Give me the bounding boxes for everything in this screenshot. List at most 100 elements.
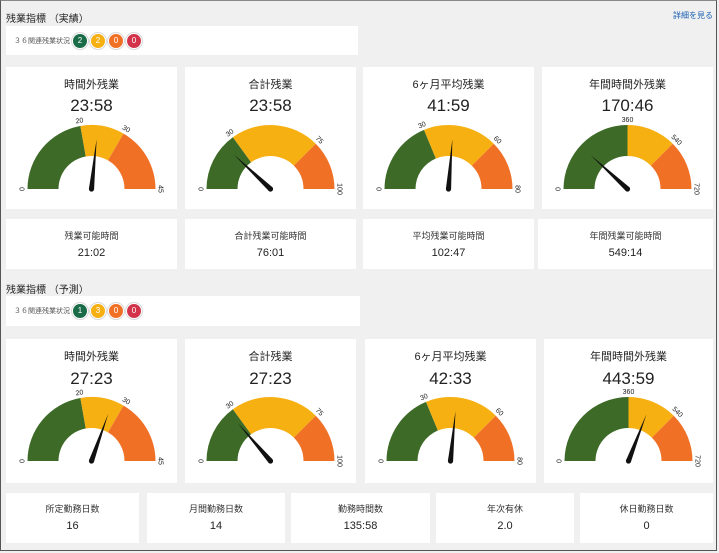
gauge-title: 時間外残業	[64, 79, 119, 91]
gauge-band-green	[564, 397, 629, 461]
stat-card: 合計残業可能時間 76:01	[185, 219, 356, 269]
gauge-needle	[590, 155, 630, 191]
stat-value: 21:02	[77, 247, 106, 259]
status-label: ３６関連残業状況	[14, 308, 70, 315]
stat-card: 月間勤務日数 14	[147, 493, 285, 543]
gauge-band-orange	[650, 143, 692, 189]
section-title-forecast: 残業指標 （予測）	[6, 285, 89, 296]
gauge-value: 23:58	[70, 96, 113, 115]
gauge-card: 年間時間外残業 170:46 0 360 540 720	[542, 67, 713, 209]
gauge-band-green	[27, 397, 86, 461]
gauge-tick-label: 80	[516, 457, 523, 465]
status-badge-yellow: 2	[90, 33, 106, 49]
status-badge-orange: 0	[108, 33, 124, 49]
gauge-chart: 0 30 75 100	[198, 397, 343, 467]
gauge-card: 合計残業 23:58 0 30 75 100	[185, 67, 356, 209]
gauge-needle-hub	[447, 458, 454, 464]
gauge-band-yellow	[628, 397, 674, 438]
gauge-tick-label: 45	[157, 185, 164, 193]
stat-value: 16	[66, 520, 79, 532]
stat-card: 平均残業可能時間 102:47	[363, 219, 534, 269]
gauge-tick-label: 0	[19, 459, 26, 463]
gauge-band-orange	[293, 415, 335, 461]
gauge-band-yellow	[80, 125, 124, 161]
gauge-value: 443:59	[602, 369, 655, 388]
gauge-tick-label: 80	[514, 185, 521, 193]
gauge-card: 時間外残業 23:58 0 20 30 45	[6, 67, 177, 209]
gauge-tick-label: 30	[417, 121, 427, 130]
status-badge-orange: 0	[108, 303, 124, 319]
gauge-tick-label: 0	[198, 459, 205, 463]
gauge-tick-label: 20	[75, 117, 84, 125]
gauge-tick-label: 60	[494, 407, 505, 418]
stat-label: 年間残業可能時間	[589, 231, 662, 241]
gauge-title: 年間時間外残業	[590, 351, 667, 363]
stat-card: 残業可能時間 21:02	[6, 219, 177, 269]
gauge-needle-hub	[267, 186, 274, 192]
gauge-needle	[89, 413, 109, 462]
gauge-needle	[88, 139, 97, 190]
status-label: ３６関連残業状況	[14, 38, 70, 45]
gauge-tick-label: 720	[694, 455, 701, 467]
gauge-tick-label: 30	[225, 400, 236, 410]
gauge-tick-label: 30	[121, 125, 131, 135]
stat-value: 549:14	[608, 247, 643, 259]
details-link[interactable]: 詳細を見る	[673, 11, 713, 20]
stat-label: 勤務時間数	[337, 504, 383, 514]
gauge-title: 合計残業	[248, 351, 293, 363]
stat-card: 勤務時間数 135:58	[291, 493, 430, 543]
gauge-band-green	[563, 125, 628, 189]
gauge-band-orange	[108, 405, 156, 461]
stat-value: 14	[209, 520, 223, 532]
gauge-chart: 0 20 30 45	[19, 117, 164, 193]
gauge-card: 時間外残業 27:23 0 20 30 45	[6, 339, 177, 483]
stat-card: 年間残業可能時間 549:14	[538, 219, 713, 269]
gauge-band-yellow	[424, 125, 494, 166]
gauge-needle-hub	[267, 458, 274, 464]
gauge-needle-hub	[88, 186, 95, 192]
gauge-band-orange	[293, 143, 335, 189]
gauge-card: 6ヶ月平均残業 42:33 0 30 60 80	[365, 339, 536, 483]
gauge-tick-label: 30	[225, 128, 236, 138]
gauge-band-orange	[108, 133, 156, 189]
gauge-needle-hub	[88, 458, 95, 464]
gauge-needle	[626, 414, 647, 462]
gauge-title: 6ヶ月平均残業	[414, 351, 487, 363]
status-badge-red: 0	[126, 33, 142, 49]
gauge-needle-hub	[624, 186, 631, 192]
stat-label: 合計残業可能時間	[234, 231, 307, 241]
gauge-needle	[234, 154, 273, 191]
status-badge-yellow: 3	[90, 303, 106, 319]
stat-card: 休日勤務日数 0	[580, 493, 713, 543]
gauge-title: 合計残業	[248, 79, 293, 91]
stat-value: 76:01	[256, 247, 285, 259]
gauge-tick-label: 75	[314, 407, 325, 418]
gauge-tick-label: 720	[693, 183, 700, 195]
gauge-band-orange	[651, 415, 693, 461]
stat-value: 135:58	[343, 520, 378, 532]
gauge-tick-label: 0	[19, 187, 26, 191]
gauge-tick-label: 0	[376, 187, 383, 191]
gauge-band-green	[206, 137, 252, 189]
status-card-actual: ３６関連残業状況 2 2 0 0	[6, 26, 358, 55]
gauge-tick-label: 0	[198, 187, 205, 191]
gauge-value: 27:23	[70, 369, 113, 388]
stat-label: 平均残業可能時間	[412, 231, 485, 241]
gauge-needle	[445, 139, 453, 190]
gauge-band-yellow	[232, 397, 316, 438]
status-badge-red: 0	[126, 303, 142, 319]
gauge-band-green	[386, 401, 438, 461]
gauge-needle-hub	[625, 458, 632, 464]
gauge-needle-hub	[445, 186, 452, 192]
gauge-chart: 0 30 60 80	[378, 393, 523, 465]
stat-value: 102:47	[431, 247, 466, 259]
gauge-tick-label: 30	[419, 393, 429, 402]
stat-card: 年次有休 2.0	[436, 493, 574, 543]
status-badge-teal: 1	[72, 303, 88, 319]
gauge-chart: 0 30 60 80	[376, 121, 521, 193]
gauge-chart: 0 30 75 100	[198, 125, 343, 195]
gauge-card: 6ヶ月平均残業 41:59 0 30 60 80	[363, 67, 534, 209]
gauge-value: 23:58	[249, 96, 292, 115]
